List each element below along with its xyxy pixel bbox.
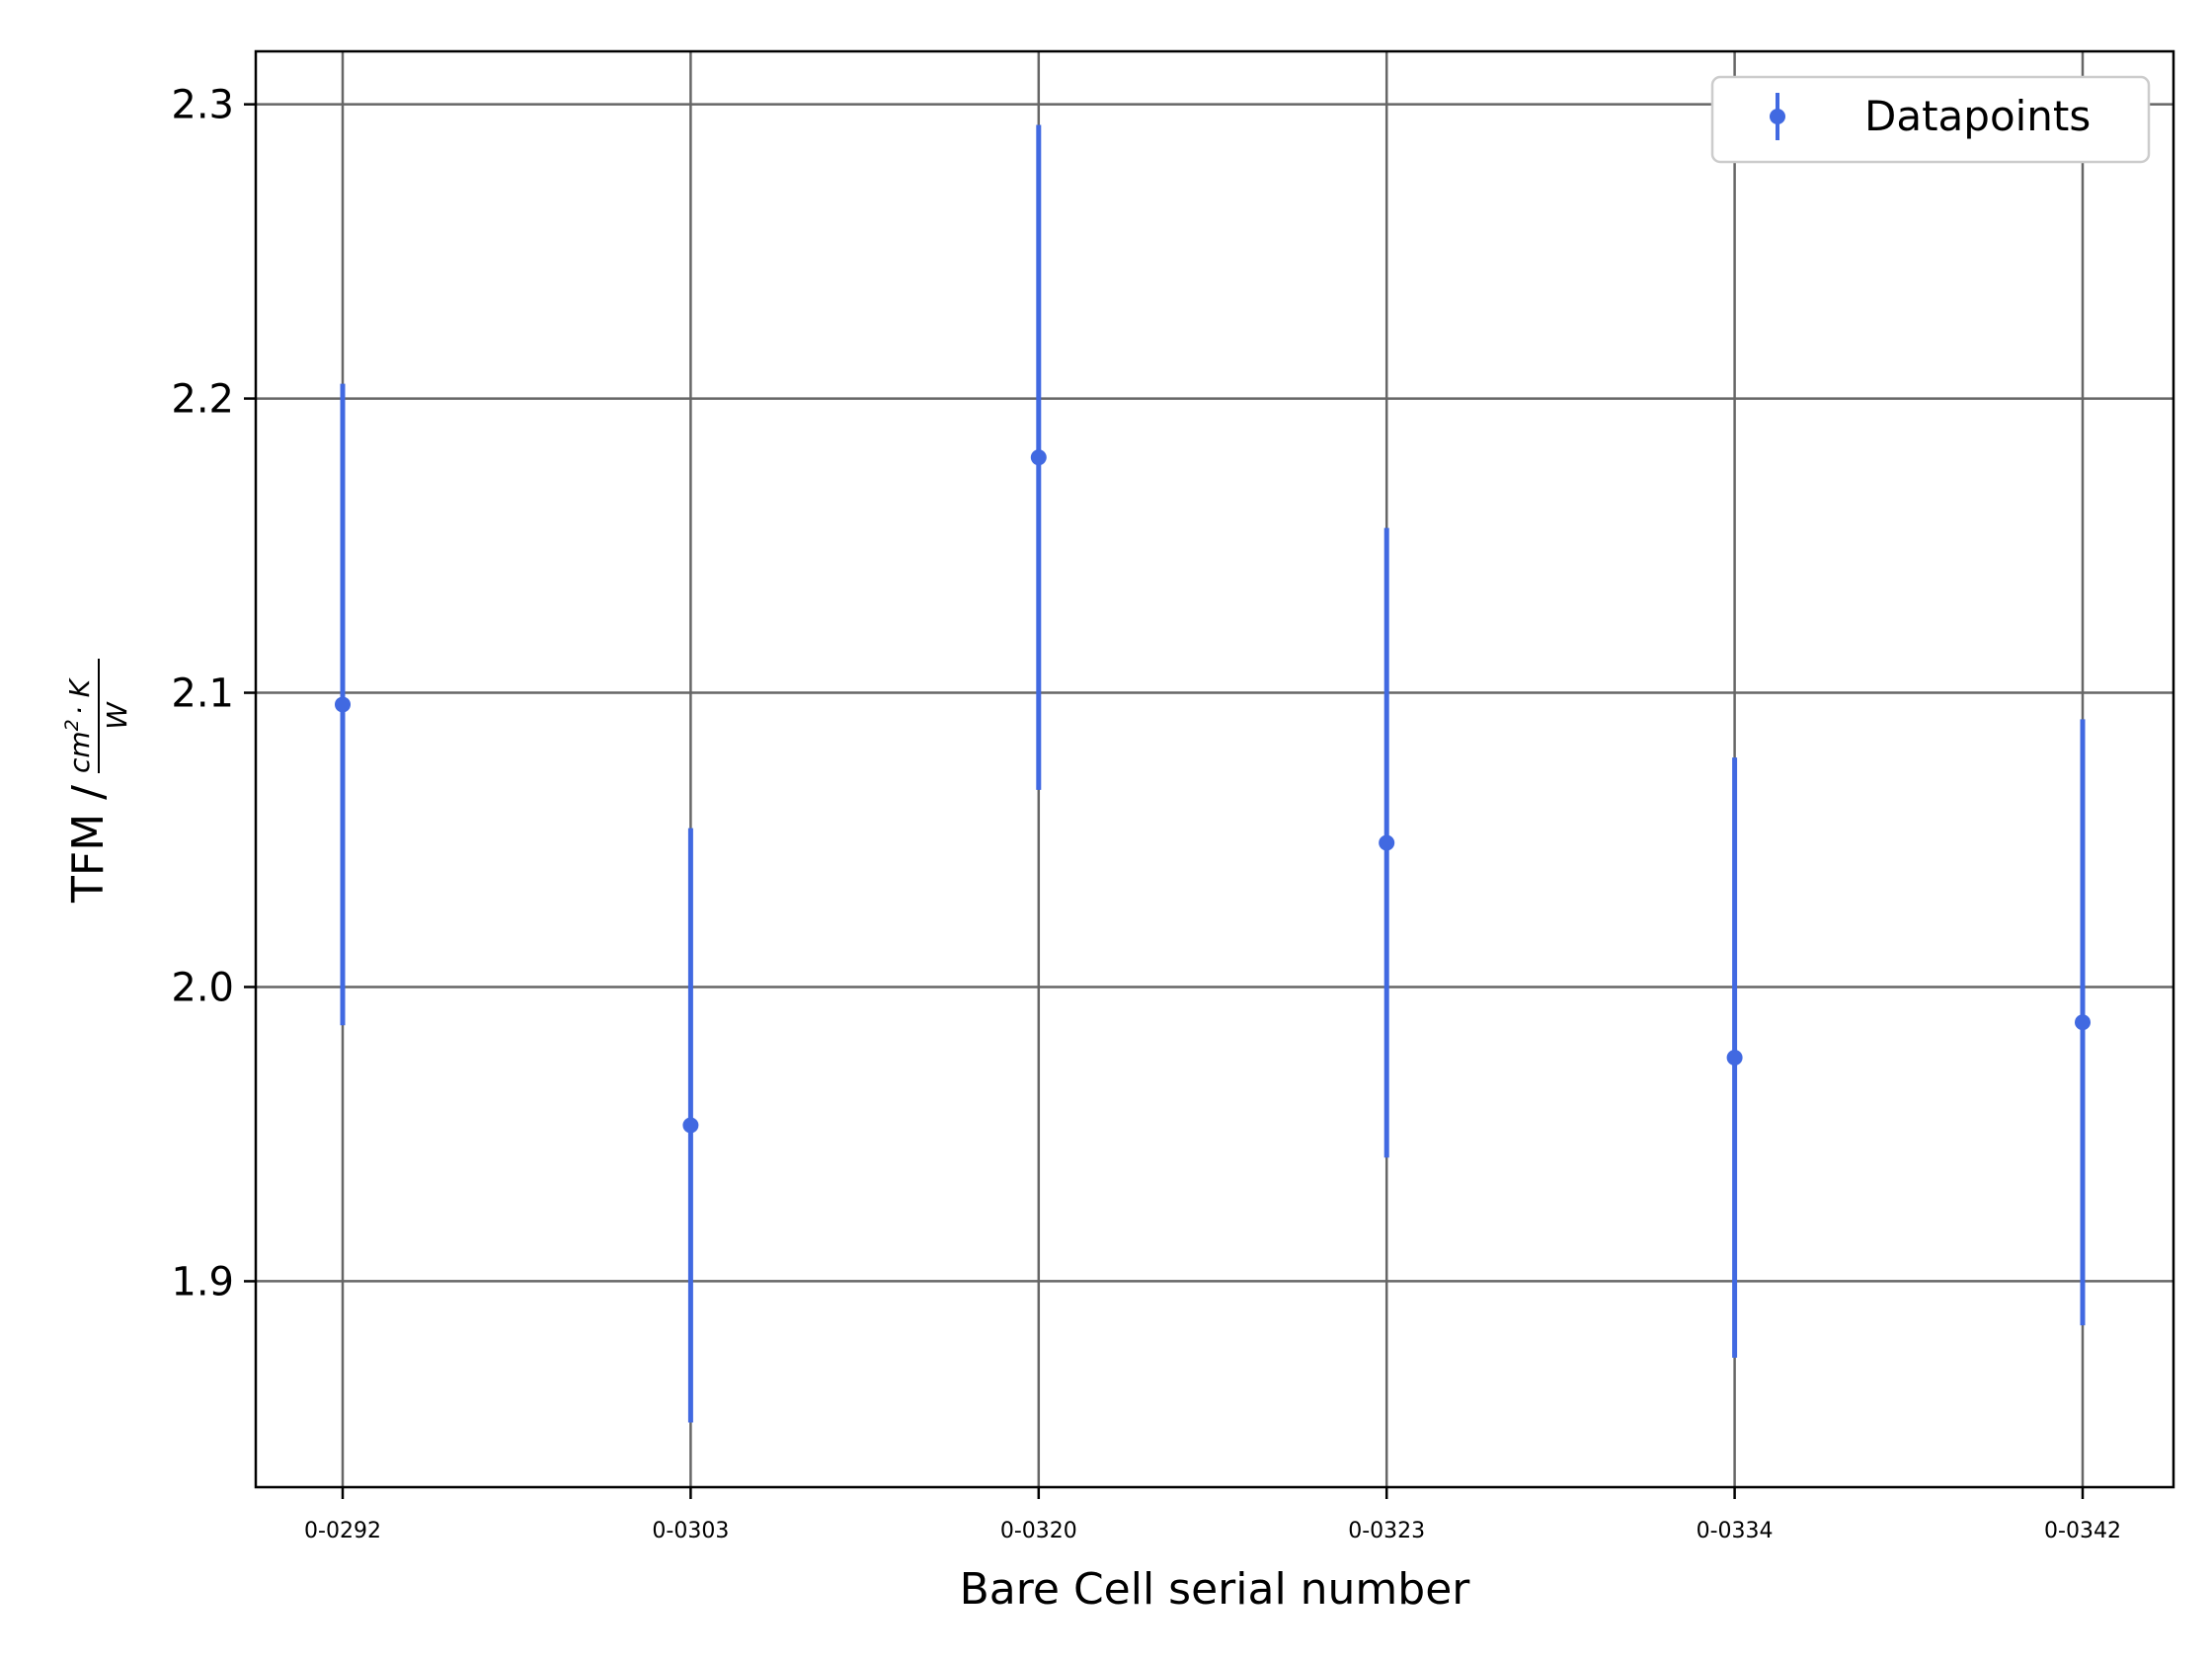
data-point <box>2075 1014 2091 1031</box>
x-axis: 0-0292 0-0303 0-0320 0-0323 0-0334 0-0342 <box>304 1487 2121 1543</box>
legend-label: Datapoints <box>1864 92 2091 140</box>
x-tick-label: 0-0320 <box>1000 1519 1077 1543</box>
data-point <box>1726 1049 1743 1066</box>
x-axis-title: Bare Cell serial number <box>960 1564 1471 1615</box>
plot-area <box>256 51 2173 1487</box>
data-series <box>335 124 2091 1423</box>
y-axis: 1.9 2.0 2.1 2.2 2.3 <box>171 83 256 1304</box>
y-axis-title-numerator-exponent: 2 <box>61 719 83 731</box>
x-tick-label: 0-0323 <box>1348 1519 1425 1543</box>
x-tick-label: 0-0303 <box>652 1519 729 1543</box>
x-tick-label: 0-0292 <box>304 1519 381 1543</box>
y-tick-label: 2.2 <box>171 377 234 423</box>
y-tick-label: 1.9 <box>171 1259 234 1304</box>
legend-marker-point <box>1770 109 1785 124</box>
data-point <box>1030 449 1047 466</box>
y-axis-title: TFM / cm2 · K W <box>61 659 133 904</box>
y-axis-title-prefix: TFM / <box>63 785 114 904</box>
legend: Datapoints <box>1710 75 2151 164</box>
y-axis-title-numerator-rest: · K <box>63 676 96 715</box>
legend-frame <box>1710 75 2151 164</box>
y-tick-label: 2.3 <box>171 83 234 128</box>
y-axis-title-numerator-base: cm <box>63 731 96 773</box>
data-point <box>335 696 351 713</box>
y-tick-label: 2.0 <box>171 965 234 1010</box>
data-point <box>1379 834 1395 851</box>
data-point <box>682 1117 699 1134</box>
y-axis-title-denominator: W <box>101 701 133 730</box>
x-tick-label: 0-0342 <box>2044 1519 2121 1543</box>
y-axis-title-numerator: cm2 · K <box>61 676 96 773</box>
x-tick-label: 0-0334 <box>1697 1519 1774 1543</box>
y-tick-label: 2.1 <box>171 672 234 717</box>
plot-frame <box>254 49 2175 1489</box>
